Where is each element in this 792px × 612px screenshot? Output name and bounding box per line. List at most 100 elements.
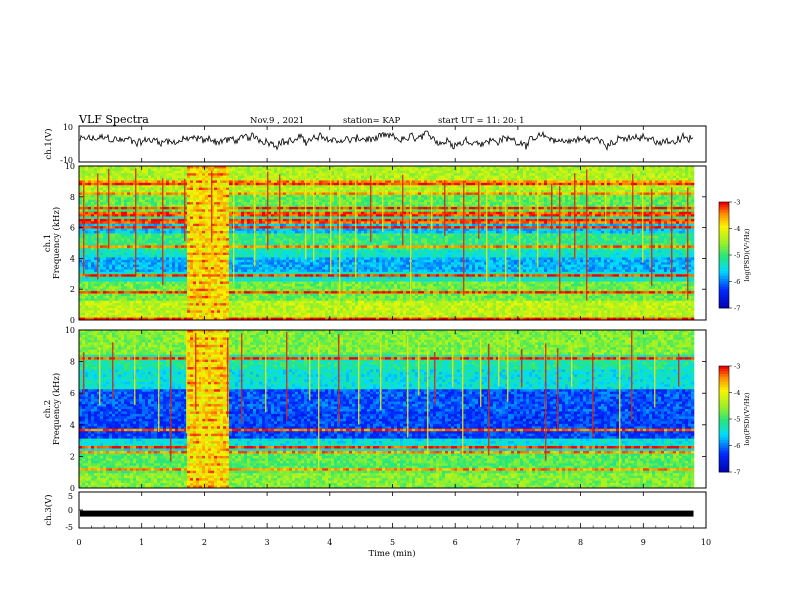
spectro-cell xyxy=(217,221,221,225)
spectro-cell xyxy=(130,197,134,200)
spectro-cell xyxy=(427,180,431,184)
spectro-cell xyxy=(577,216,581,220)
spectro-cell xyxy=(436,180,440,184)
spectro-cell xyxy=(145,175,149,179)
spectro-cell xyxy=(124,197,128,200)
spectro-cell xyxy=(244,178,248,181)
spectro-cell xyxy=(613,209,617,213)
spectro-cell xyxy=(298,199,302,203)
spectro-cell xyxy=(268,197,272,200)
spectro-cell xyxy=(367,185,371,188)
spectro-cell xyxy=(265,199,269,203)
spectro-cell xyxy=(88,202,92,205)
spectro-cell xyxy=(193,182,197,186)
spectro-cell xyxy=(412,173,416,176)
spectro-cell xyxy=(607,214,611,217)
spectro-cell xyxy=(598,221,602,225)
spectro-cell xyxy=(445,187,449,191)
spectro-cell xyxy=(154,221,158,225)
spectro-cell xyxy=(199,202,203,205)
spectro-cell xyxy=(559,166,563,169)
spectro-cell xyxy=(190,185,194,188)
spectro-cell xyxy=(298,209,302,213)
spectro-cell xyxy=(196,182,200,186)
spectro-cell xyxy=(82,166,86,169)
spectro-cell xyxy=(268,221,272,225)
spectro-cell xyxy=(514,197,518,200)
spectro-cell xyxy=(319,185,323,188)
spectro-cell xyxy=(343,175,347,179)
spectro-cell xyxy=(448,221,452,225)
spectro-cell xyxy=(382,173,386,176)
spectro-cell xyxy=(229,209,233,213)
spectro-cell xyxy=(214,211,218,215)
spectro-cell xyxy=(133,214,137,217)
spectro-cell xyxy=(223,178,227,181)
spectro-cell xyxy=(367,168,371,172)
spectro-cell xyxy=(154,185,158,188)
spectro-cell xyxy=(274,185,278,188)
spectro-cell xyxy=(571,206,575,210)
spectro-cell xyxy=(172,194,176,198)
spectro-cell xyxy=(646,202,650,205)
spectro-cell xyxy=(364,190,368,193)
spectro-cell xyxy=(154,182,158,186)
spectro-cell xyxy=(361,180,365,184)
spectro-cell xyxy=(316,178,320,181)
spectro-cell xyxy=(667,170,671,174)
spectro-cell xyxy=(109,185,113,188)
spectro-cell xyxy=(421,180,425,184)
spectro-cell xyxy=(196,170,200,174)
spectro-cell xyxy=(490,190,494,193)
spectro-cell xyxy=(628,173,632,176)
spectro-cell xyxy=(130,202,134,205)
spectro-cell xyxy=(109,197,113,200)
spectro-cell xyxy=(91,223,95,227)
spectro-cell xyxy=(163,211,167,215)
spectro-cell xyxy=(322,199,326,203)
spectro-cell xyxy=(178,209,182,213)
spectro-cell xyxy=(88,216,92,220)
spectro-cell xyxy=(547,187,551,191)
spectro-cell xyxy=(277,185,281,188)
spectro-cell xyxy=(316,190,320,193)
spectro-cell xyxy=(148,216,152,220)
spectro-cell xyxy=(457,218,461,222)
spectro-cell xyxy=(634,204,638,208)
spectro-cell xyxy=(640,221,644,225)
spectro-cell xyxy=(223,194,227,198)
spectro-cell xyxy=(319,216,323,220)
spectro-cell xyxy=(625,187,629,191)
spectro-cell xyxy=(583,175,587,179)
spectro-cell xyxy=(271,173,275,176)
spectro-cell xyxy=(664,206,668,210)
spectro-cell xyxy=(640,187,644,191)
spectro-cell xyxy=(244,187,248,191)
spectro-cell xyxy=(322,175,326,179)
spectro-cell xyxy=(265,221,269,225)
spectro-cell xyxy=(580,168,584,172)
spectro-cell xyxy=(436,190,440,193)
spectro-cell xyxy=(565,192,569,196)
spectro-cell xyxy=(685,218,689,222)
spectro-cell xyxy=(151,199,155,203)
spectro-cell xyxy=(400,204,404,208)
spectro-cell xyxy=(85,180,89,184)
spectro-cell xyxy=(346,218,350,222)
spectro-cell xyxy=(457,194,461,198)
spectro-cell xyxy=(379,180,383,184)
spectro-cell xyxy=(241,178,245,181)
spectro-cell xyxy=(277,187,281,191)
spectro-cell xyxy=(196,168,200,172)
spectro-cell xyxy=(643,211,647,215)
spectro-cell xyxy=(136,216,140,220)
spectro-cell xyxy=(496,199,500,203)
spectro-cell xyxy=(586,218,590,222)
spectro-cell xyxy=(142,211,146,215)
spectro-cell xyxy=(565,209,569,213)
spectro-cell xyxy=(349,185,353,188)
spectro-cell xyxy=(175,194,179,198)
spectro-cell xyxy=(541,202,545,205)
spectro-cell xyxy=(352,206,356,210)
spectro-cell xyxy=(538,204,542,208)
